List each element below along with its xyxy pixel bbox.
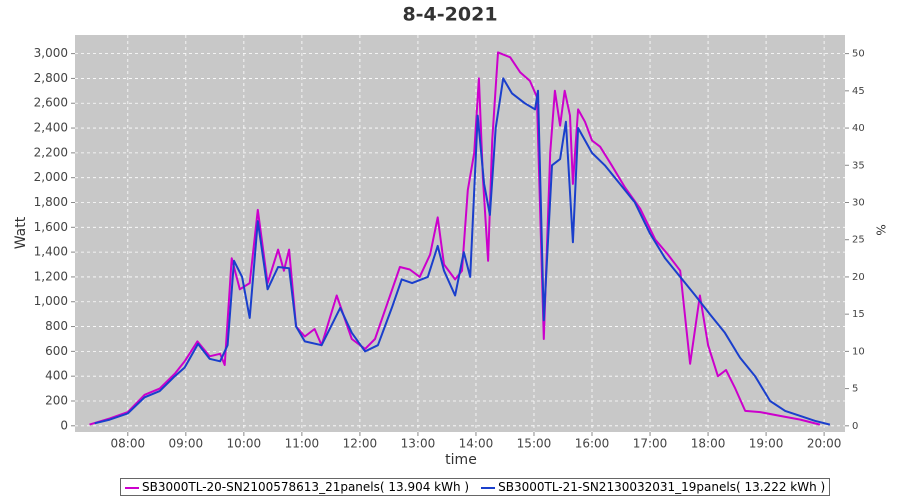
y-tick-label: 3,000 [34,46,68,60]
y-tick-label: 1,000 [34,294,68,308]
x-tick-label: 09:00 [169,437,204,451]
x-tick-label: 14:00 [459,437,494,451]
y-tick-label: 2,800 [34,71,68,85]
x-tick-label: 18:00 [691,437,726,451]
x-tick-label: 20:00 [807,437,842,451]
legend-item: SB3000TL-20-SN2100578613_21panels( 13.90… [125,480,469,494]
y2-tick-label: 10 [852,346,865,357]
legend-label: SB3000TL-20-SN2100578613_21panels( 13.90… [142,480,470,494]
series-line [94,77,831,426]
y2-tick-label: 25 [852,235,865,246]
x-tick-label: 13:00 [401,437,436,451]
y-tick-label: 200 [45,393,68,407]
x-tick-label: 16:00 [575,437,610,451]
x-tick-label: 12:00 [343,437,378,451]
y2-tick-label: 5 [852,384,858,395]
y2-tick-label: 20 [852,272,865,283]
y2-tick-label: 35 [852,160,865,171]
x-tick-label: 15:00 [517,437,552,451]
x-axis-label: time [445,452,477,468]
y2-axis-label: % [874,224,888,235]
legend-item: SB3000TL-21-SN2130032031_19panels( 13.22… [481,480,825,494]
y2-tick-label: 15 [852,309,865,320]
legend-swatch [125,486,139,489]
y-tick-label: 1,600 [34,220,68,234]
x-tick-label: 17:00 [633,437,668,451]
y2-tick-label: 0 [852,421,858,432]
x-tick-label: 08:00 [111,437,146,451]
y-tick-label: 1,400 [34,245,68,259]
y2-tick-label: 45 [852,86,865,97]
x-tick-label: 11:00 [285,437,320,451]
y-tick-label: 2,600 [34,96,68,110]
legend-label: SB3000TL-21-SN2130032031_19panels( 13.22… [498,480,826,494]
x-tick-label: 19:00 [749,437,784,451]
y-tick-label: 600 [45,344,68,358]
legend: SB3000TL-20-SN2100578613_21panels( 13.90… [120,478,831,496]
y2-tick-label: 30 [852,197,865,208]
legend-swatch [481,486,496,489]
y-tick-label: 400 [45,369,68,383]
y-axis-label: Watt [13,216,29,249]
y2-tick-label: 40 [852,123,865,134]
y-tick-label: 1,800 [34,195,68,209]
y-tick-label: 0 [60,418,68,432]
y-tick-label: 2,000 [34,170,68,184]
y-tick-label: 2,400 [34,121,68,135]
y-tick-label: 800 [45,319,68,333]
x-tick-label: 10:00 [227,437,262,451]
chart-title: 8-4-2021 [402,4,497,26]
plot-area [75,35,845,432]
y-tick-label: 2,200 [34,145,68,159]
y-tick-label: 1,200 [34,269,68,283]
y2-tick-label: 50 [852,49,865,60]
